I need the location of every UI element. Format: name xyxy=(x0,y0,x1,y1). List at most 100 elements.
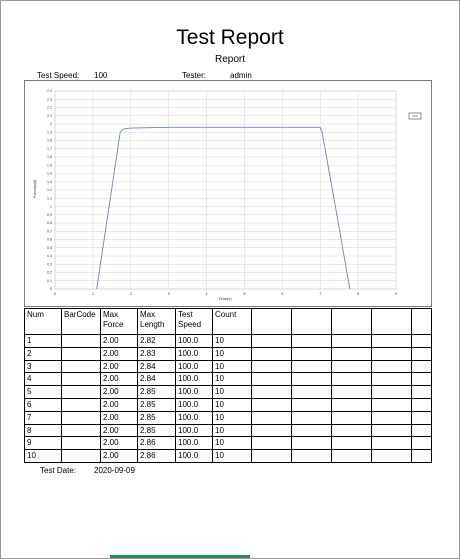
table-cell xyxy=(291,346,332,361)
y-tick-label: 1.8 xyxy=(47,139,52,143)
column-header: Count xyxy=(212,308,252,335)
table-cell xyxy=(331,334,372,348)
table-cell xyxy=(411,346,432,361)
table-cell: 2.00 xyxy=(100,359,138,374)
table-cell: 2.82 xyxy=(137,334,176,348)
table-cell xyxy=(61,346,101,361)
y-tick-label: 1.5 xyxy=(47,163,52,167)
table-cell xyxy=(331,346,372,361)
column-header xyxy=(331,308,372,335)
table-cell xyxy=(411,436,432,451)
table-cell: 7 xyxy=(24,410,62,425)
chart-grid xyxy=(54,90,397,290)
y-tick-label: 2.3 xyxy=(47,97,52,101)
results-table: Num BarCode Max Force Max Length Test Sp… xyxy=(24,308,432,463)
y-axis-label: Force(kgf) xyxy=(32,179,37,198)
column-header: Max Length xyxy=(137,308,176,335)
y-tick-label: 2 xyxy=(50,122,52,126)
table-cell: 2.00 xyxy=(100,410,138,425)
y-tick-label: 1.6 xyxy=(47,155,52,159)
report-title: Test Report xyxy=(176,26,284,49)
table-cell xyxy=(411,372,432,387)
table-cell: 3 xyxy=(24,359,62,374)
table-cell: 2.84 xyxy=(137,372,176,387)
table-cell xyxy=(61,359,101,374)
table-cell: 9 xyxy=(24,436,62,451)
table-cell xyxy=(251,449,292,463)
x-tick-label: 9 xyxy=(395,292,397,296)
table-cell xyxy=(331,436,372,451)
table-cell: 1 xyxy=(24,334,62,348)
table-cell xyxy=(251,423,292,438)
chart-ticks: 0 1 2 3 4 5 6 7 8 9 0 0.1 0.2 0.3 0.4 0.5 0.6 0.7 0.8 0.9 1 1… xyxy=(47,89,397,296)
table-cell xyxy=(371,334,412,348)
table-cell: 2.86 xyxy=(137,449,176,463)
column-header xyxy=(411,308,432,335)
table-cell xyxy=(291,385,332,399)
y-tick-label: 0.6 xyxy=(47,238,52,242)
table-row: 10 2.00 2.86 100.0 10 xyxy=(24,449,432,463)
table-cell: 2.00 xyxy=(100,397,138,412)
y-tick-label: 0.2 xyxy=(47,271,52,275)
y-tick-label: 0.5 xyxy=(47,246,52,250)
table-cell xyxy=(291,436,332,451)
table-cell: 10 xyxy=(212,385,252,399)
y-tick-label: 1 xyxy=(50,205,52,209)
table-row: 9 2.00 2.86 100.0 10 xyxy=(24,436,432,451)
table-cell xyxy=(331,449,372,463)
x-tick-label: 8 xyxy=(357,292,359,296)
table-cell xyxy=(371,397,412,412)
table-cell: 10 xyxy=(212,372,252,387)
table-cell xyxy=(411,423,432,438)
table-cell: 2.00 xyxy=(100,436,138,451)
table-cell xyxy=(331,359,372,374)
x-axis-label: Time(s) xyxy=(218,296,232,301)
table-cell xyxy=(251,385,292,399)
table-cell xyxy=(331,397,372,412)
column-header: Test Speed xyxy=(175,308,213,335)
report-subtitle: Report xyxy=(214,54,245,65)
table-cell: 2.83 xyxy=(137,346,176,361)
table-cell xyxy=(251,346,292,361)
table-cell: 2.00 xyxy=(100,385,138,399)
table-cell xyxy=(291,410,332,425)
table-cell: 2.00 xyxy=(100,423,138,438)
table-cell: 100.0 xyxy=(175,423,213,438)
x-tick-label: 2 xyxy=(130,292,132,296)
table-cell xyxy=(371,372,412,387)
table-header-row: Num BarCode Max Force Max Length Test Sp… xyxy=(24,308,432,335)
table-row: 2 2.00 2.83 100.0 10 xyxy=(24,346,432,361)
table-row: 5 2.00 2.85 100.0 10 xyxy=(24,385,432,399)
column-header xyxy=(251,308,292,335)
x-tick-label: 4 xyxy=(206,292,208,296)
test-speed-value: 100 xyxy=(94,71,108,80)
table-cell xyxy=(411,334,432,348)
table-cell xyxy=(411,385,432,399)
chart-series xyxy=(96,126,351,290)
table-cell: 10 xyxy=(212,449,252,463)
table-cell: 100.0 xyxy=(175,449,213,463)
table-cell xyxy=(411,397,432,412)
table-cell xyxy=(251,334,292,348)
table-cell xyxy=(411,359,432,374)
y-tick-label: 1.1 xyxy=(47,196,52,200)
table-cell: 100.0 xyxy=(175,334,213,348)
table-cell xyxy=(251,359,292,374)
table-cell xyxy=(61,385,101,399)
x-tick-label: 6 xyxy=(281,292,283,296)
table-cell: 10 xyxy=(212,334,252,348)
y-tick-label: 0.8 xyxy=(47,221,52,225)
table-cell: 100.0 xyxy=(175,436,213,451)
table-cell xyxy=(251,397,292,412)
table-cell xyxy=(331,372,372,387)
y-tick-label: 2.2 xyxy=(47,106,52,110)
y-tick-label: 2.4 xyxy=(47,89,52,93)
force-time-chart: 0 1 2 3 4 5 6 7 8 9 0 0.1 0.2 0.3 0.4 0.5 0.6 0.7 0.8 0.9 1 1… xyxy=(24,80,432,307)
table-cell: 10 xyxy=(212,436,252,451)
table-cell xyxy=(371,410,412,425)
table-cell: 4 xyxy=(24,372,62,387)
table-cell: 2.86 xyxy=(137,436,176,451)
x-tick-label: 1 xyxy=(92,292,94,296)
table-cell xyxy=(291,359,332,374)
series-line xyxy=(96,126,351,290)
